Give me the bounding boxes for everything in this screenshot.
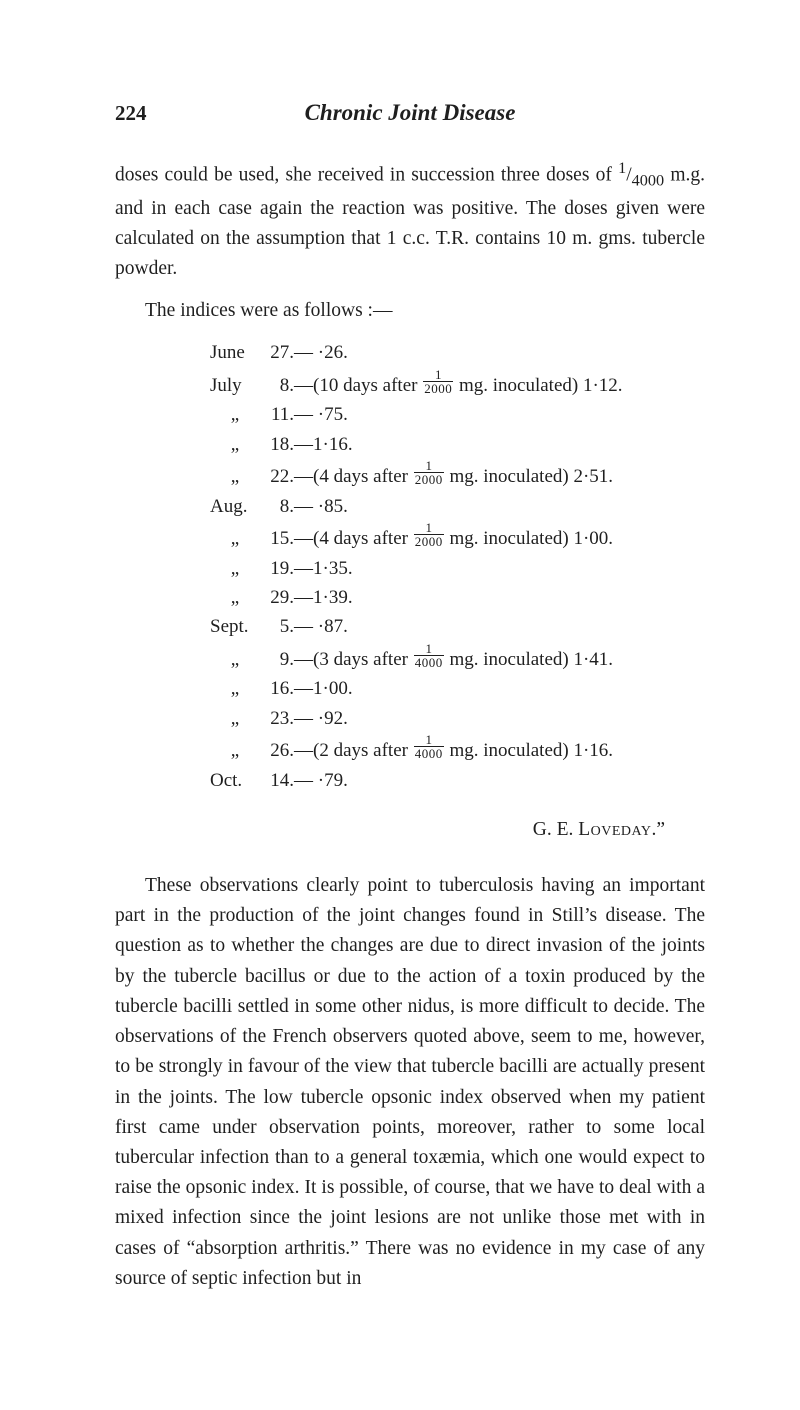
index-month: „ (210, 524, 260, 553)
para1-text-a: doses could be used, she received in suc… (115, 165, 618, 186)
index-row: Oct.14.— ·79. (210, 766, 705, 795)
index-month: „ (210, 400, 260, 429)
index-tail: —1·00. (294, 678, 353, 699)
fraction: 14000 (413, 642, 445, 669)
index-month: Aug. (210, 492, 260, 521)
index-tail-b: mg. inoculated) 1·00. (445, 528, 613, 549)
index-month: „ (210, 462, 260, 491)
index-day: 22. (260, 462, 294, 491)
index-day: 27. (260, 338, 294, 367)
page-container: { "page_number": "224", "running_title":… (0, 0, 800, 1410)
paragraph-3: These observations clearly point to tube… (115, 871, 705, 1294)
index-row: July8.—(10 days after 12000 mg. inoculat… (210, 368, 705, 400)
index-row: Sept.5.— ·87. (210, 612, 705, 641)
fraction-num: 1 (414, 459, 444, 473)
index-month: June (210, 338, 260, 367)
index-day: 18. (260, 430, 294, 459)
index-day: 23. (260, 704, 294, 733)
index-row: „26.—(2 days after 14000 mg. inoculated)… (210, 733, 705, 765)
index-day: 15. (260, 524, 294, 553)
signature-prefix: G. E. (533, 819, 579, 840)
index-month: „ (210, 583, 260, 612)
paragraph-1: doses could be used, she received in suc… (115, 156, 705, 284)
index-month: „ (210, 704, 260, 733)
fraction: 12000 (413, 459, 445, 486)
index-day: 14. (260, 766, 294, 795)
index-tail: — ·79. (294, 770, 348, 791)
index-row: „16.—1·00. (210, 674, 705, 703)
index-tail: — ·92. (294, 708, 348, 729)
index-month: July (210, 371, 260, 400)
index-day: 19. (260, 554, 294, 583)
index-month: Sept. (210, 612, 260, 641)
index-tail-a: —(10 days after (294, 375, 422, 396)
index-day: 9. (260, 645, 294, 674)
fraction-num: 1 (423, 368, 453, 382)
fraction-den: 4000 (414, 747, 444, 760)
index-day: 26. (260, 736, 294, 765)
page-number: 224 (115, 101, 175, 126)
index-tail: —1·35. (294, 558, 353, 579)
signature-line: G. E. Loveday.” (115, 819, 665, 841)
index-month: „ (210, 674, 260, 703)
index-tail-a: —(4 days after (294, 466, 413, 487)
index-day: 8. (260, 492, 294, 521)
index-row: „11.— ·75. (210, 400, 705, 429)
index-day: 5. (260, 612, 294, 641)
index-tail: — ·85. (294, 496, 348, 517)
index-tail: — ·87. (294, 616, 348, 637)
index-tail-b: mg. inoculated) 1·12. (454, 375, 622, 396)
para1-frac-den: 4000 (632, 171, 665, 189)
index-tail-b: mg. inoculated) 1·41. (445, 649, 613, 670)
fraction-den: 2000 (414, 473, 444, 486)
index-month: „ (210, 645, 260, 674)
index-row: „22.—(4 days after 12000 mg. inoculated)… (210, 459, 705, 491)
fraction-den: 2000 (414, 535, 444, 548)
page-header: 224 Chronic Joint Disease (115, 100, 705, 126)
signature-name: Loveday (578, 819, 651, 840)
index-row: Aug.8.— ·85. (210, 492, 705, 521)
index-day: 16. (260, 674, 294, 703)
index-tail: —1·39. (294, 587, 353, 608)
index-tail: — ·26. (294, 342, 348, 363)
fraction-den: 2000 (423, 382, 453, 395)
index-tail: —1·16. (294, 434, 353, 455)
index-tail-a: —(2 days after (294, 740, 413, 761)
para1-frac-num: 1 (618, 159, 626, 177)
index-tail-a: —(4 days after (294, 528, 413, 549)
index-row: „19.—1·35. (210, 554, 705, 583)
index-row: „18.—1·16. (210, 430, 705, 459)
indices-list: June27.— ·26.July8.—(10 days after 12000… (210, 338, 705, 795)
index-tail-b: mg. inoculated) 2·51. (445, 466, 613, 487)
index-month: „ (210, 430, 260, 459)
fraction-num: 1 (414, 642, 444, 656)
index-row: „9.—(3 days after 14000 mg. inoculated) … (210, 642, 705, 674)
index-tail-b: mg. inoculated) 1·16. (445, 740, 613, 761)
fraction: 14000 (413, 733, 445, 760)
index-day: 11. (260, 400, 294, 429)
fraction: 12000 (413, 521, 445, 548)
fraction-num: 1 (414, 521, 444, 535)
index-row: June27.— ·26. (210, 338, 705, 367)
fraction-den: 4000 (414, 656, 444, 669)
index-month: „ (210, 736, 260, 765)
index-day: 8. (260, 371, 294, 400)
fraction-num: 1 (414, 733, 444, 747)
running-title: Chronic Joint Disease (175, 100, 705, 126)
signature-suffix: .” (651, 819, 665, 840)
index-row: „15.—(4 days after 12000 mg. inoculated)… (210, 521, 705, 553)
index-row: „23.— ·92. (210, 704, 705, 733)
index-tail: — ·75. (294, 404, 348, 425)
index-month: „ (210, 554, 260, 583)
index-month: Oct. (210, 766, 260, 795)
index-day: 29. (260, 583, 294, 612)
paragraph-2: The indices were as follows :— (115, 296, 705, 326)
index-tail-a: —(3 days after (294, 649, 413, 670)
index-row: „29.—1·39. (210, 583, 705, 612)
fraction: 12000 (422, 368, 454, 395)
